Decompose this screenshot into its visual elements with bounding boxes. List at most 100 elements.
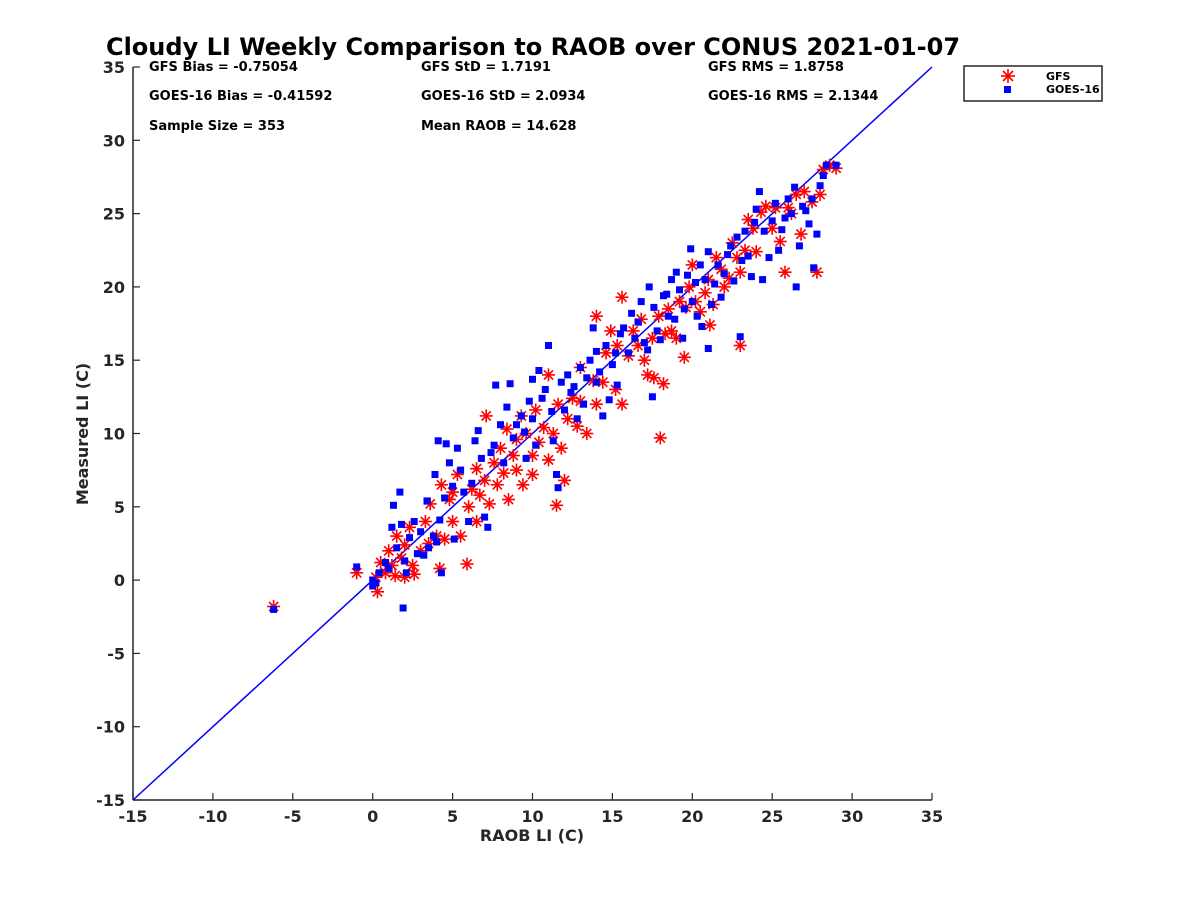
stats-block: GFS Bias = -0.75054 GFS StD = 1.7191 GFS… [149,60,878,134]
goes16-point [402,569,410,577]
x-tick-label: 35 [921,807,943,826]
gfs-point [554,441,568,455]
goes16-point [429,532,437,540]
goes16-point [545,342,552,349]
goes16-point [760,227,768,235]
goes16-point [583,374,591,382]
goes16-point [490,441,498,449]
goes16-point [620,324,628,332]
goes16-point [457,466,465,474]
x-tick-label: 25 [761,807,783,826]
goes16-point [616,330,624,338]
goes16-point [628,309,636,317]
gfs-point [657,377,670,391]
goes16-point [554,484,562,492]
goes16-point [631,334,639,342]
series-gfs [267,158,843,613]
y-tick-label: 35 [103,58,125,77]
y-tick-label: 5 [114,498,125,517]
goes16-point [596,368,604,376]
goes16-point [624,349,632,357]
chart-title: Cloudy LI Weekly Comparison to RAOB over… [106,33,960,61]
gfs-point [685,258,699,272]
x-tick-label: 10 [521,807,543,826]
gfs-point [749,245,763,259]
goes16-point [398,520,405,528]
goes16-point [781,214,789,222]
gfs-point [487,456,501,470]
gfs-point [604,324,618,338]
goes16-point [799,202,807,210]
gfs-point [446,515,460,528]
goes16-point [497,421,504,429]
goes16-point [738,257,746,264]
goes16-point [353,563,361,571]
goes16-point [410,518,418,525]
gfs-point [653,431,667,445]
goes16-point [564,371,572,379]
gfs-point [615,397,629,411]
gfs-point [542,453,555,467]
stat-goes-bias: GOES-16 Bias = -0.41592 [149,89,332,104]
goes16-point [445,459,453,467]
goes16-point [676,286,683,294]
stat-gfs-rms: GFS RMS = 1.8758 [708,60,844,75]
goes16-point [471,437,479,445]
goes16-point [468,479,476,487]
goes16-point [671,315,679,323]
gfs-point [637,353,651,367]
goes16-point [372,579,380,587]
gfs-point [561,412,575,426]
gfs-point [490,478,504,492]
goes16-point [420,551,428,559]
goes16-point [759,276,767,284]
gfs-point [478,473,492,487]
gfs-point [390,529,404,543]
stat-gfs-std: GFS StD = 1.7191 [421,60,551,75]
goes16-point [714,261,722,269]
goes16-point [672,268,680,276]
goes16-point [755,188,763,196]
goes16-point [517,412,525,420]
gfs-point [473,488,487,502]
gfs-point [506,449,520,462]
goes16-point [465,518,473,525]
gfs-point [542,368,555,382]
goes16-point [819,172,827,179]
goes16-point [592,378,600,386]
y-tick-label: -10 [96,718,125,737]
legend-marker-goes16 [1004,86,1011,93]
goes16-point [704,345,712,352]
goes16-point [813,230,821,238]
goes16-point [640,339,648,347]
goes16-point [823,161,830,169]
y-tick-label: -5 [107,644,125,663]
x-tick-label: 15 [601,807,623,826]
goes16-point [775,246,783,254]
goes16-point [791,183,799,191]
goes16-point [733,233,741,241]
gfs-point [470,515,484,528]
gfs-point [371,585,384,599]
goes16-point [663,290,671,298]
goes16-point [778,226,786,234]
y-tick-label: 30 [103,131,125,150]
goes16-point [441,494,449,502]
legend-marker-gfs [1001,69,1015,83]
goes16-point [522,454,530,462]
goes16-point [492,381,500,389]
goes16-point [567,389,575,396]
gfs-point [759,199,773,213]
gfs-point [733,339,747,352]
goes16-point [816,182,824,190]
gfs-point [717,280,731,294]
goes16-point [529,375,536,383]
gfs-point [813,188,827,201]
gfs-point [665,324,678,338]
goes16-point [375,569,383,577]
gfs-point [647,371,661,385]
goes16-point [736,333,744,341]
gfs-point [794,227,808,241]
goes16-point [645,283,653,291]
goes16-point [765,254,773,262]
